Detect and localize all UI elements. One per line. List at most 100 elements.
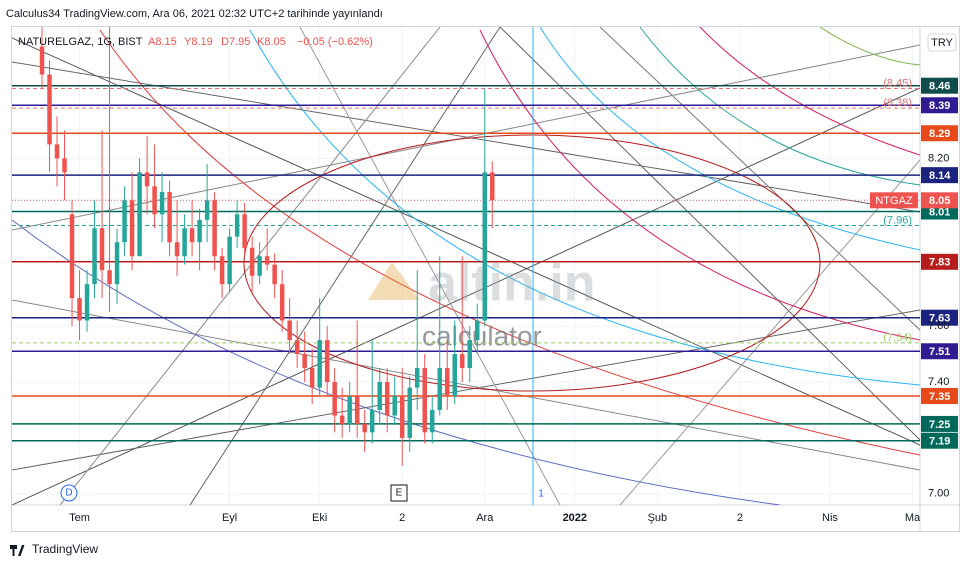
arc [699,27,920,156]
candle-body [294,340,300,355]
candle-body [137,172,142,257]
arc [539,27,920,251]
candle-body [467,340,473,369]
x-tick-label: 2 [399,512,405,524]
dashed-level-label: (8.38) [883,97,912,109]
candle-body [384,382,390,416]
legend-change: −0.05 (−0.62%) [297,36,373,48]
level-label-box [921,125,958,142]
frame [11,26,960,532]
arc [479,29,920,341]
legend-open: A8.15 [148,36,177,48]
candle-body [339,415,345,424]
level-label-box [921,253,958,270]
candle-body [407,387,412,438]
level-label: 7.51 [929,346,950,358]
candle-body [189,228,195,243]
legend-symbol: NATURELGAZ, 1G, BIST [18,36,143,48]
level-label: 8.01 [929,206,950,218]
candle-body [219,256,225,285]
candle-body [452,354,457,396]
candle-body [69,214,75,299]
candle-body [444,368,450,396]
dividend-marker-label: D [65,488,72,499]
candle-body [167,191,172,243]
candle-body [302,354,307,369]
candle-body [369,409,375,433]
level-label: 8.29 [929,128,950,140]
currency-label[interactable]: TRY [931,37,953,49]
level-label-box [921,167,958,184]
watermark-subtext: calculator [422,320,542,351]
watermark-text: altin.in [428,255,596,313]
price-label-box [921,192,958,209]
candle-body [459,354,465,369]
candle-body [309,368,315,388]
grid [12,27,920,505]
arc [249,29,920,386]
arc [99,29,920,456]
level-label: 8.14 [929,170,951,182]
dashed-level-label: (7.96) [883,214,912,226]
candle-body [287,320,292,341]
candle-body [159,191,165,215]
footer-icon [10,545,25,556]
candle-body [324,340,330,383]
ellipse [243,134,821,392]
candle-body [77,298,82,321]
x-tick-label: Şub [648,512,668,524]
candle-body [437,368,442,410]
candle-body [377,382,382,410]
candle-body [197,219,202,243]
candle-body [490,172,495,201]
x-tick-label: Ara [476,512,494,524]
trend-line [299,27,561,505]
legend-high: Y8.19 [184,36,213,48]
x-tick-label: Eki [312,512,327,524]
candle-body [422,368,427,433]
candle-body [99,228,105,271]
currency-button[interactable] [927,33,957,52]
candle-body [317,340,322,388]
candle-body [84,284,90,321]
candle-body [429,409,435,433]
level-label-box [921,77,958,94]
trend-line [12,87,920,505]
level-label-box [921,432,958,449]
level-label: 7.25 [929,419,950,431]
level-label-box [921,415,958,432]
level-label-box [921,97,958,114]
level-label-box [921,387,958,404]
vertical-line-label: 1 [538,489,544,500]
watermark-logo [368,262,420,300]
candle-body [227,236,232,285]
level-label-box [921,309,958,326]
candle-body [399,395,405,438]
candle-body [257,256,262,276]
candle-body [212,200,217,257]
candle-body [362,423,367,433]
trend-line [189,27,501,505]
candle-body [114,242,120,285]
candle-body [174,242,180,257]
earnings-marker [390,484,408,502]
price-label: 8.05 [929,195,950,207]
y-tick-label: 7.60 [928,320,949,332]
y-tick-label: 8.20 [928,152,949,164]
dashed-level-label: (7.54) [883,332,912,344]
x-tick-label: Nis [822,512,838,524]
chart-title: Calculus34 TradingView.com, Ara 06, 2021… [6,8,383,20]
candle-body [242,214,247,248]
price-symbol: NTGAZ [875,195,913,207]
candle-body [54,144,60,159]
candle-body [182,228,187,257]
x-tick-label: Ma [905,512,921,524]
candle-body [47,74,52,145]
earnings-marker-label: E [396,488,403,499]
candle-body [347,395,352,424]
trend-line [619,159,920,505]
candle-body [234,214,240,237]
